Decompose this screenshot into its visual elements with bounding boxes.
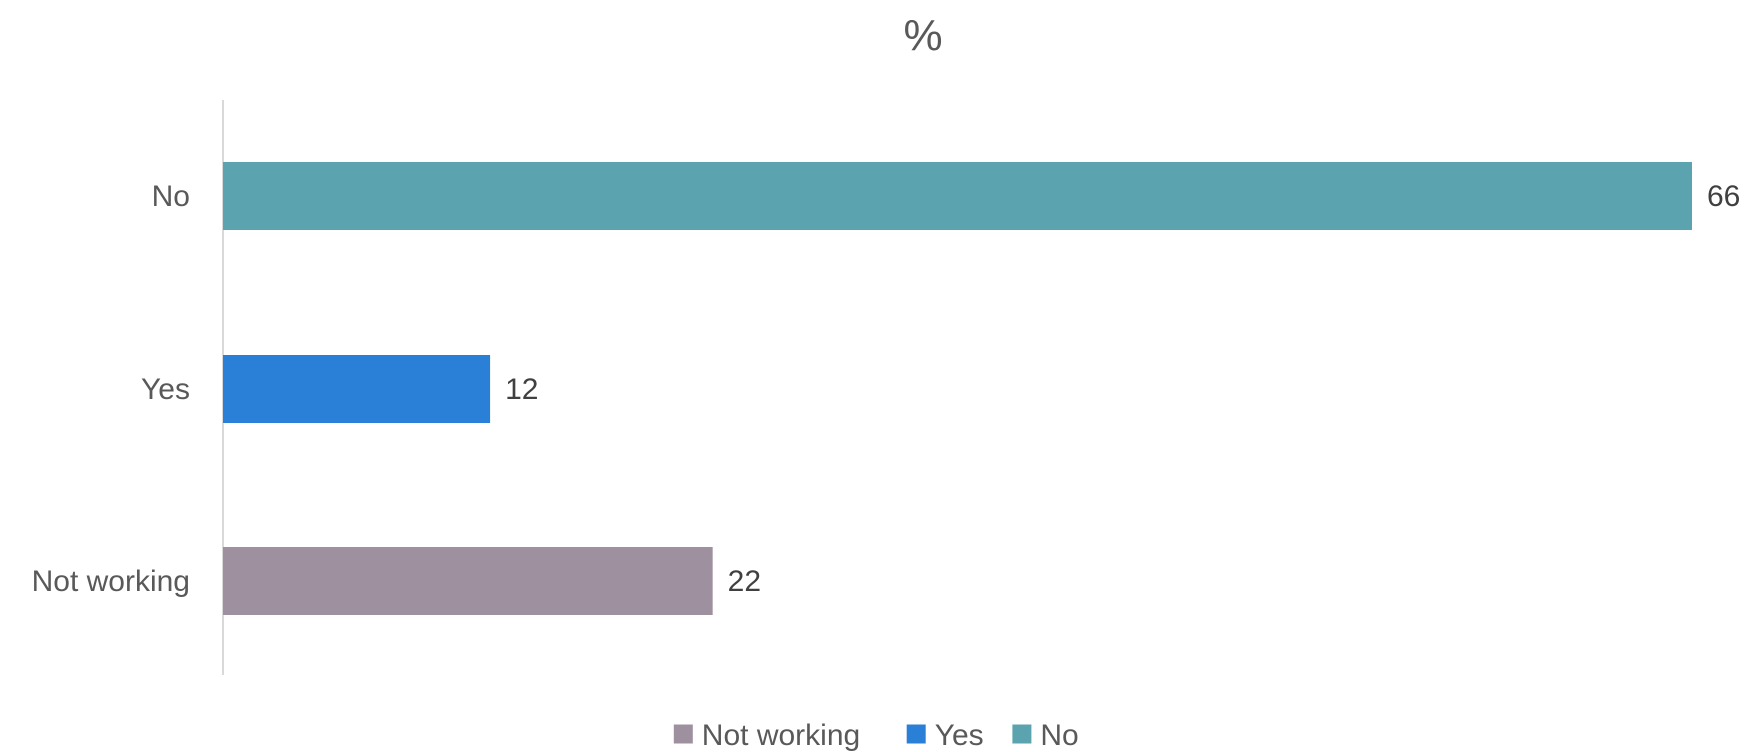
legend: Not working Yes No [673,719,1079,752]
legend-swatch-no [1012,724,1032,744]
legend-swatch-not-working [673,724,693,744]
data-label-no: 66 [1707,180,1740,213]
data-label-not-working: 22 [728,565,761,598]
legend-swatch-yes [906,724,926,744]
category-label-yes: Yes [141,373,190,406]
bars-layer: No 66 Yes 12 Not working 22 [32,162,1740,615]
data-label-yes: 12 [505,373,538,406]
chart-title: % [903,11,942,60]
bar-no [223,162,1692,230]
bar-yes [223,355,491,423]
bar-not-working [223,547,713,615]
legend-label-yes: Yes [935,719,984,752]
legend-label-no: No [1040,719,1078,752]
category-label-not-working: Not working [32,565,190,598]
category-label-no: No [152,180,190,213]
legend-label-not-working: Not working [702,719,860,752]
